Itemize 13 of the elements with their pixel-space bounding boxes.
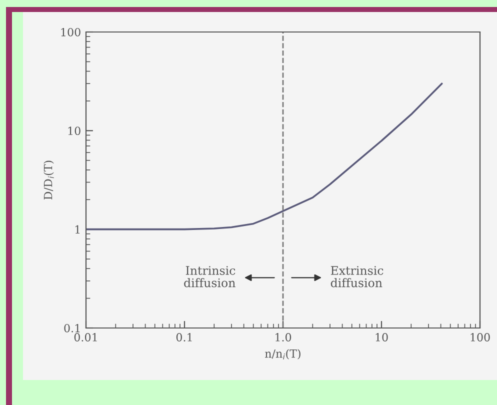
x-tick-label: 10 <box>376 333 388 342</box>
x-tick-label: 100 <box>470 333 490 342</box>
annotation: Intrinsic diffusion <box>184 266 236 288</box>
x-tick-label: 0.01 <box>74 333 97 342</box>
x-tick-label: 1.0 <box>276 333 292 342</box>
y-tick-label: 10 <box>68 126 80 136</box>
y-tick-label: 0.1 <box>64 324 80 332</box>
y-tick-label: 1 <box>75 225 80 234</box>
x-tick-label: 0.1 <box>176 333 192 342</box>
annotation: Extrinsic diffusion <box>330 266 384 288</box>
y-axis-title: D/D$_{i}$(T) <box>44 160 54 200</box>
x-axis-title: n/n$_{i}$(T) <box>265 349 300 360</box>
y-tick-label: 100 <box>61 28 80 36</box>
